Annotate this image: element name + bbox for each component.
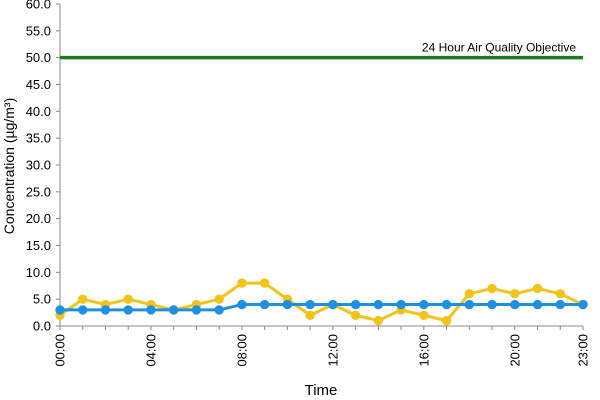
x-tick-label: 00:00 <box>53 334 68 367</box>
x-tick-label: 04:00 <box>143 334 158 367</box>
series-1-point <box>214 294 224 304</box>
series-2-point <box>123 305 133 315</box>
series-2-point <box>350 299 361 310</box>
series-2-point <box>282 299 293 310</box>
series-1-point <box>532 283 543 294</box>
y-tick-label: 40.0 <box>26 104 51 119</box>
series-1-point <box>510 289 520 299</box>
y-tick-label: 45.0 <box>26 77 51 92</box>
series-2-point <box>532 299 543 310</box>
series-1-point <box>78 294 88 304</box>
series-1-point <box>259 278 270 288</box>
y-tick-label: 25.0 <box>26 184 51 199</box>
series-2-point <box>168 305 179 315</box>
x-tick-label: 20:00 <box>507 334 522 367</box>
x-tick-label: 16:00 <box>416 334 431 367</box>
y-tick-label: 50.0 <box>26 50 51 65</box>
x-axis-title: Time <box>305 382 338 399</box>
series-1-line <box>59 281 584 323</box>
series-2-point <box>214 305 224 315</box>
x-tick-label: 23:00 <box>576 334 591 367</box>
series-2-point <box>464 299 475 310</box>
y-axis-ticks: 0.0 5.0 10.0 15.0 20.0 25.0 30.0 35.0 40.0 45.0 50… <box>26 0 60 334</box>
series-2-point <box>510 299 520 310</box>
objective-label: 24 Hour Air Quality Objective <box>422 41 576 55</box>
series-2-point <box>555 299 565 310</box>
series-layer <box>55 278 588 326</box>
series-2-point <box>237 299 247 310</box>
series-2-point <box>373 299 384 310</box>
series-2-point <box>100 305 111 315</box>
series-1-point <box>487 283 497 294</box>
series-1-point <box>441 315 452 326</box>
y-tick-label: 10.0 <box>26 265 51 280</box>
series-1-point <box>373 315 384 326</box>
x-axis-ticks: 00:00 04:00 08:00 12:00 16:00 20:00 23:00 <box>53 326 591 367</box>
y-tick-label: 20.0 <box>26 211 51 226</box>
series-1-point <box>305 310 315 320</box>
y-tick-label: 30.0 <box>26 158 51 173</box>
y-axis-title: Concentration (µg/m³) <box>1 98 17 234</box>
y-tick-label: 55.0 <box>26 23 51 38</box>
series-1-point <box>419 310 429 320</box>
series-2-point <box>146 305 156 315</box>
y-tick-label: 60.0 <box>26 0 51 12</box>
series-2-point <box>396 299 406 310</box>
y-tick-label: 35.0 <box>26 131 51 146</box>
x-tick-label: 12:00 <box>325 334 340 367</box>
y-tick-label: 5.0 <box>33 292 51 307</box>
series-2-point <box>191 305 202 315</box>
series-1-point <box>350 310 361 320</box>
series-2-point <box>441 299 452 310</box>
series-2-point <box>259 299 270 310</box>
series-1-point <box>464 289 475 299</box>
series-2-point <box>78 305 88 315</box>
series-1-point <box>555 289 565 299</box>
series-1-point <box>123 294 133 304</box>
series-1-point <box>237 278 247 288</box>
series-2-point <box>487 299 497 310</box>
series-2-point <box>578 299 588 310</box>
series-2-point <box>419 299 429 310</box>
y-tick-label: 0.0 <box>33 319 51 334</box>
x-tick-label: 08:00 <box>234 334 249 367</box>
series-2-point <box>55 305 65 315</box>
y-tick-label: 15.0 <box>26 238 51 253</box>
series-2-point <box>305 299 315 310</box>
series-2-point <box>328 299 338 310</box>
